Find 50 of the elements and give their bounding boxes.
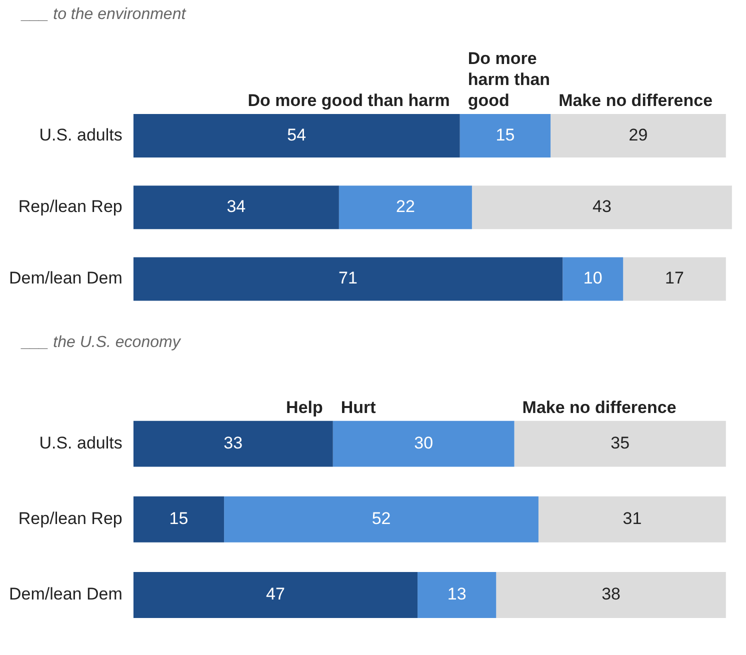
data-label: 47 xyxy=(266,584,285,604)
bar xyxy=(224,496,538,542)
series-label: Do more good than harm xyxy=(248,91,450,110)
y-tick-label: Rep/lean Rep xyxy=(18,197,122,216)
data-label: 33 xyxy=(224,433,243,452)
data-label: 34 xyxy=(226,197,246,216)
series-label: Do more harm than good xyxy=(468,49,550,110)
data-label: 29 xyxy=(628,125,648,144)
data-label: 54 xyxy=(287,125,306,144)
data-label: 30 xyxy=(414,433,434,452)
y-tick-label: Rep/lean Rep xyxy=(18,509,122,528)
bar xyxy=(460,114,551,158)
bar xyxy=(133,572,418,618)
series-label: Make no difference xyxy=(558,91,713,110)
series-label: Hurt xyxy=(340,398,376,417)
bar xyxy=(418,572,496,618)
y-tick-label: U.S. adults xyxy=(39,433,122,452)
bar xyxy=(133,114,460,158)
bar xyxy=(133,496,224,542)
data-label: 15 xyxy=(169,509,188,528)
bar xyxy=(538,496,726,542)
data-label: 71 xyxy=(338,268,358,288)
y-tick-label: U.S. adults xyxy=(39,125,122,144)
bar xyxy=(133,257,563,301)
data-label: 10 xyxy=(583,268,602,288)
bar xyxy=(514,420,726,467)
data-label: 52 xyxy=(372,509,391,528)
series-label: Make no difference xyxy=(522,398,676,417)
bar xyxy=(496,572,726,618)
data-label: 22 xyxy=(396,197,415,216)
bar xyxy=(332,420,514,467)
bar xyxy=(338,186,472,230)
bar xyxy=(133,186,339,230)
data-label: 35 xyxy=(610,433,630,452)
data-label: 15 xyxy=(496,125,515,144)
series-label: Help xyxy=(286,398,323,417)
bar xyxy=(550,114,726,158)
y-tick-label: Dem/lean Dem xyxy=(8,584,122,604)
data-label: 43 xyxy=(592,197,612,216)
chart-title: ___ the U.S. economy xyxy=(20,333,182,353)
bar xyxy=(472,186,732,230)
bar xyxy=(623,257,726,301)
bar xyxy=(562,257,624,301)
data-label: 17 xyxy=(665,268,684,288)
y-tick-label: Dem/lean Dem xyxy=(8,268,122,288)
data-label: 38 xyxy=(602,584,620,604)
chart-title: ___ to the environment xyxy=(20,5,188,25)
data-label: 13 xyxy=(447,584,466,604)
data-label: 31 xyxy=(622,509,642,528)
bar xyxy=(133,420,333,467)
